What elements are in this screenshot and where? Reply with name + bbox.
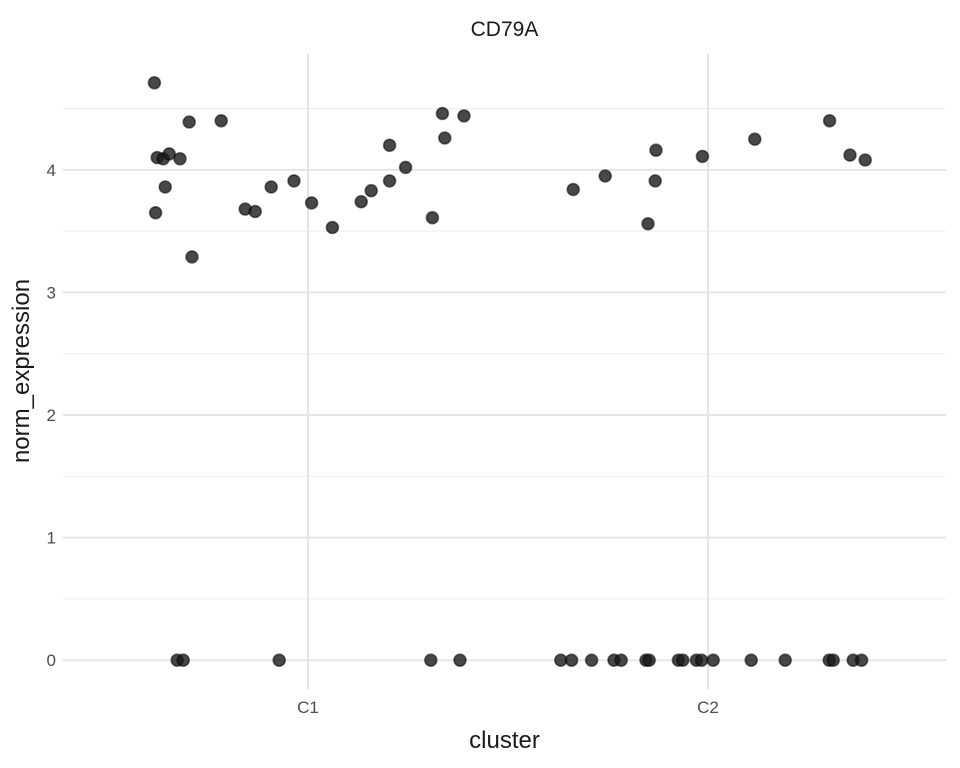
y-tick-label: 1 <box>47 529 56 548</box>
data-point <box>675 653 690 668</box>
y-tick-label: 4 <box>47 161 56 180</box>
data-point <box>648 174 663 188</box>
data-point <box>425 210 440 225</box>
data-point <box>649 143 663 157</box>
data-point <box>173 152 187 166</box>
data-point <box>264 180 279 194</box>
data-point <box>826 653 841 668</box>
y-tick-label: 3 <box>47 283 56 302</box>
data-point <box>382 138 397 153</box>
data-point <box>695 149 710 164</box>
data-point <box>176 653 190 668</box>
data-point <box>843 148 857 162</box>
data-point <box>148 206 163 220</box>
data-point <box>564 653 579 668</box>
data-point <box>822 114 837 128</box>
y-tick-label: 2 <box>47 406 56 425</box>
data-point <box>584 653 599 668</box>
y-axis-title-text: norm_expression <box>8 278 35 464</box>
y-tick-label: 0 <box>47 651 56 670</box>
plot-title: CD79A <box>470 18 539 41</box>
data-point <box>453 653 467 668</box>
data-point <box>566 182 581 197</box>
data-point <box>457 109 471 123</box>
data-point <box>598 169 613 183</box>
data-point <box>304 196 319 210</box>
x-tick-label: C1 <box>297 698 319 717</box>
data-point <box>398 160 413 175</box>
data-point <box>744 653 759 668</box>
data-point <box>435 106 450 121</box>
data-point <box>325 220 340 235</box>
data-point <box>437 131 452 145</box>
data-point <box>158 180 172 194</box>
data-point <box>694 653 709 668</box>
data-point <box>641 217 655 231</box>
data-point <box>423 653 438 668</box>
data-point <box>382 174 397 188</box>
data-point <box>185 250 199 264</box>
x-axis-title: cluster <box>469 727 540 754</box>
data-point <box>248 204 262 219</box>
data-point <box>642 653 657 668</box>
data-point <box>364 183 379 198</box>
x-tick-label: C2 <box>697 698 719 717</box>
data-point <box>706 653 721 668</box>
data-point <box>162 147 176 161</box>
data-point <box>858 153 873 167</box>
data-point <box>747 132 762 146</box>
data-point <box>272 653 287 668</box>
data-point <box>778 653 793 668</box>
data-point <box>354 194 369 209</box>
data-point <box>214 114 228 128</box>
data-point <box>614 653 629 668</box>
data-point <box>182 115 196 129</box>
data-point <box>854 653 869 668</box>
data-point <box>147 76 162 90</box>
data-point <box>287 174 301 188</box>
